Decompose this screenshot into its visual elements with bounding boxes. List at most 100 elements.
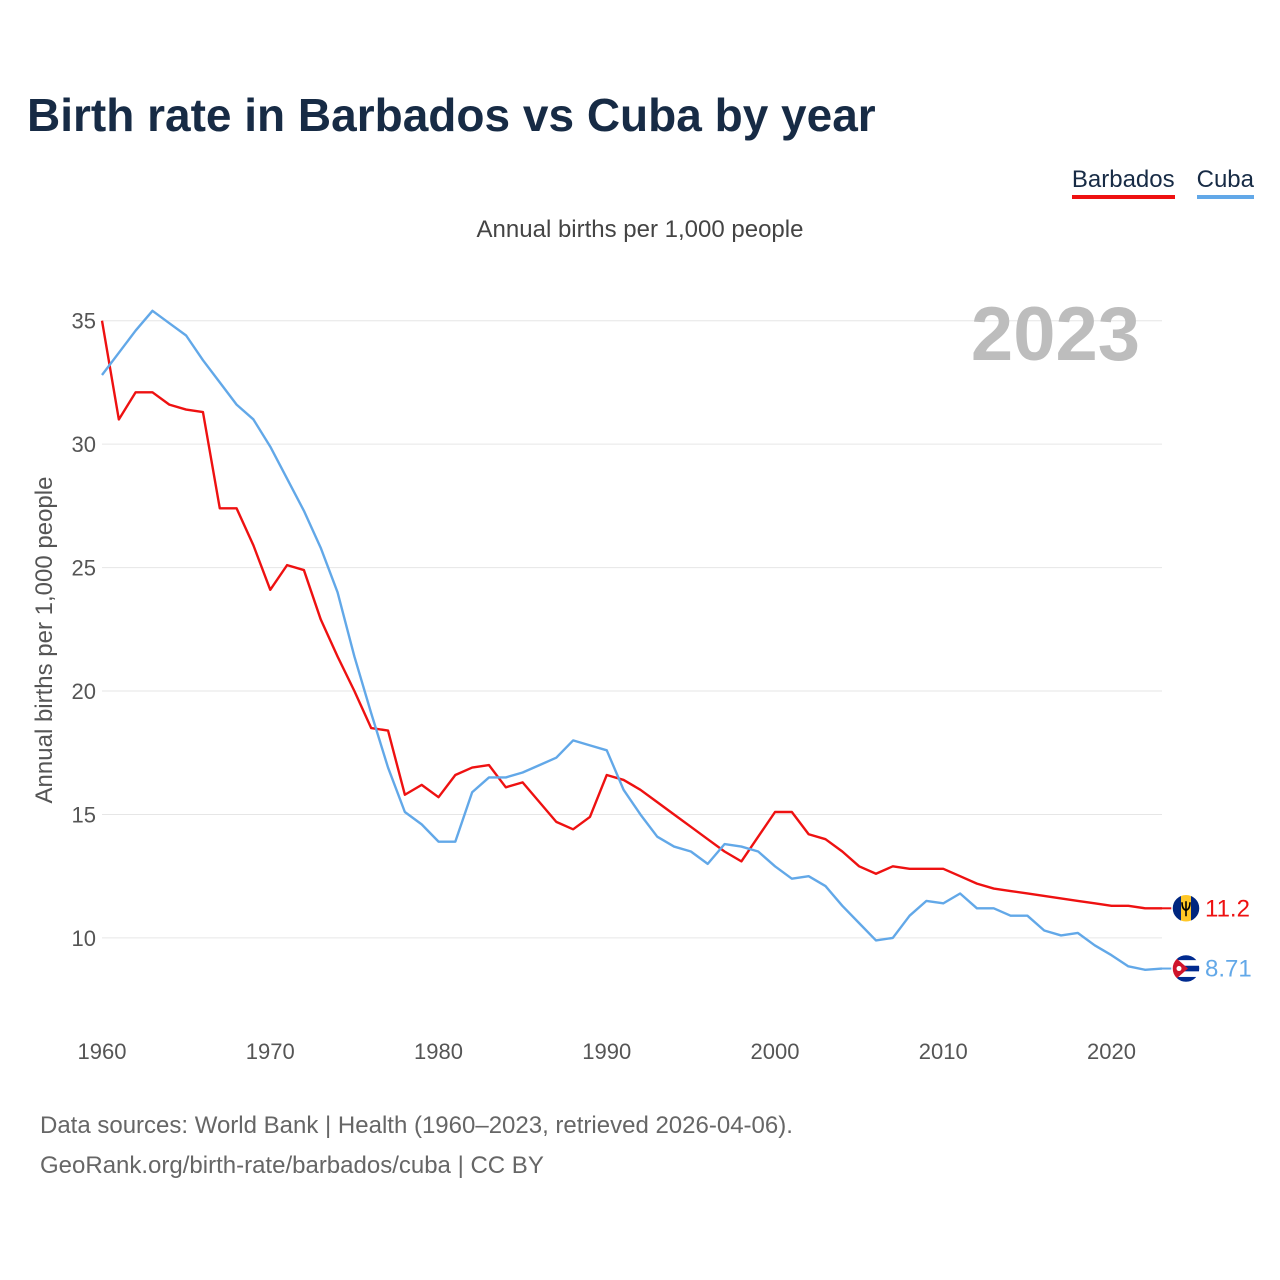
data-point-barbados-1987 — [554, 820, 558, 824]
data-point-barbados-2009 — [924, 867, 928, 871]
data-point-barbados-2022 — [1143, 906, 1147, 910]
data-point-barbados-1964 — [167, 403, 171, 407]
data-point-cuba-1970 — [268, 445, 272, 449]
chart-subtitle: Annual births per 1,000 people — [476, 216, 804, 243]
data-point-cuba-1997 — [723, 842, 727, 846]
data-point-barbados-1996 — [706, 837, 710, 841]
data-point-cuba-1984 — [504, 775, 508, 779]
data-point-cuba-1980 — [437, 840, 441, 844]
data-point-cuba-1976 — [369, 711, 373, 715]
data-point-barbados-2020 — [1110, 904, 1114, 908]
data-point-barbados-1976 — [369, 726, 373, 730]
data-point-cuba-1986 — [537, 763, 541, 767]
data-point-cuba-1998 — [739, 845, 743, 849]
series-line-barbados — [100, 320, 1162, 910]
y-tick-label-15: 15 — [72, 802, 96, 827]
end-value-label-cuba: 8.71 — [1205, 956, 1252, 983]
data-point-cuba-2004 — [840, 904, 844, 908]
y-tick-label-10: 10 — [72, 926, 96, 951]
data-point-barbados-2015 — [1025, 891, 1029, 895]
data-point-barbados-1983 — [487, 763, 491, 767]
data-point-barbados-1973 — [319, 617, 323, 621]
data-point-barbados-1980 — [437, 795, 441, 799]
data-point-barbados-1968 — [235, 506, 239, 510]
data-point-barbados-1963 — [150, 390, 154, 394]
data-point-cuba-1990 — [605, 748, 609, 752]
data-point-barbados-1998 — [739, 859, 743, 863]
data-point-barbados-2012 — [975, 882, 979, 886]
data-point-cuba-1967 — [218, 380, 222, 384]
data-point-cuba-2015 — [1025, 914, 1029, 918]
data-point-cuba-1965 — [184, 334, 188, 338]
data-point-barbados-1994 — [672, 812, 676, 816]
data-point-barbados-1974 — [336, 654, 340, 658]
data-point-cuba-1969 — [251, 417, 255, 421]
cuba-flag-icon — [1171, 953, 1201, 984]
data-point-cuba-1979 — [420, 822, 424, 826]
data-point-cuba-1961 — [117, 351, 121, 355]
data-point-barbados-1989 — [588, 815, 592, 819]
source-line-1: Data sources: World Bank | Health (1960–… — [40, 1112, 793, 1139]
y-axis-ticks: 10 15 20 25 30 35 — [72, 309, 96, 951]
data-point-barbados-1972 — [302, 568, 306, 572]
barbados-flag-icon — [1171, 893, 1201, 924]
data-point-cuba-1981 — [453, 840, 457, 844]
data-point-barbados-1991 — [622, 778, 626, 782]
data-point-barbados-1999 — [756, 835, 760, 839]
data-point-cuba-1964 — [167, 321, 171, 325]
gridlines — [102, 320, 1162, 939]
data-point-barbados-1962 — [134, 390, 138, 394]
data-point-cuba-1960 — [100, 373, 104, 377]
data-point-barbados-2010 — [941, 867, 945, 871]
data-point-cuba-2019 — [1093, 943, 1097, 947]
data-point-barbados-1978 — [403, 793, 407, 797]
data-point-cuba-1985 — [521, 771, 525, 775]
data-point-barbados-1986 — [537, 800, 541, 804]
data-point-barbados-1960 — [100, 319, 104, 323]
series-lines — [100, 309, 1163, 971]
data-point-cuba-2018 — [1076, 931, 1080, 935]
y-axis-label: Annual births per 1,000 people — [31, 477, 58, 804]
legend-item-cuba[interactable]: Cuba — [1196, 166, 1254, 199]
data-point-cuba-1977 — [386, 766, 390, 770]
x-tick-label-1990: 1990 — [582, 1039, 631, 1064]
data-point-cuba-2006 — [874, 938, 878, 942]
x-tick-label-1970: 1970 — [246, 1039, 295, 1064]
data-point-cuba-1988 — [571, 738, 575, 742]
series-line-cuba — [101, 309, 1163, 971]
data-point-cuba-2008 — [908, 914, 912, 918]
data-point-barbados-2005 — [857, 864, 861, 868]
data-point-cuba-1978 — [403, 810, 407, 814]
data-point-cuba-2011 — [958, 891, 962, 895]
x-tick-label-1960: 1960 — [78, 1039, 127, 1064]
end-markers: 11.2 8.71 — [1162, 893, 1252, 984]
legend-item-barbados[interactable]: Barbados — [1071, 166, 1175, 199]
data-point-barbados-2002 — [807, 832, 811, 836]
data-point-cuba-1963 — [150, 309, 154, 313]
data-point-barbados-2019 — [1093, 901, 1097, 905]
data-point-cuba-1994 — [672, 845, 676, 849]
data-point-cuba-2021 — [1126, 964, 1130, 968]
data-point-barbados-1977 — [386, 729, 390, 733]
end-value-label-barbados: 11.2 — [1205, 895, 1250, 922]
data-point-barbados-2003 — [823, 837, 827, 841]
data-point-barbados-1982 — [470, 766, 474, 770]
data-point-cuba-2012 — [975, 906, 979, 910]
data-point-barbados-2008 — [908, 867, 912, 871]
data-point-barbados-2011 — [958, 874, 962, 878]
data-point-cuba-2010 — [941, 901, 945, 905]
data-point-barbados-2014 — [1009, 889, 1013, 893]
data-point-barbados-1992 — [638, 788, 642, 792]
data-point-barbados-2016 — [1042, 894, 1046, 898]
data-point-barbados-1975 — [352, 689, 356, 693]
data-point-barbados-2001 — [790, 810, 794, 814]
data-point-barbados-2013 — [992, 887, 996, 891]
year-watermark: 2023 — [971, 292, 1140, 377]
data-point-barbados-1979 — [420, 783, 424, 787]
data-point-barbados-1985 — [521, 780, 525, 784]
x-tick-label-1980: 1980 — [414, 1039, 463, 1064]
data-point-cuba-2017 — [1059, 933, 1063, 937]
chart-title: Birth rate in Barbados vs Cuba by year — [27, 89, 876, 141]
data-point-cuba-1982 — [470, 790, 474, 794]
data-point-cuba-1993 — [655, 835, 659, 839]
